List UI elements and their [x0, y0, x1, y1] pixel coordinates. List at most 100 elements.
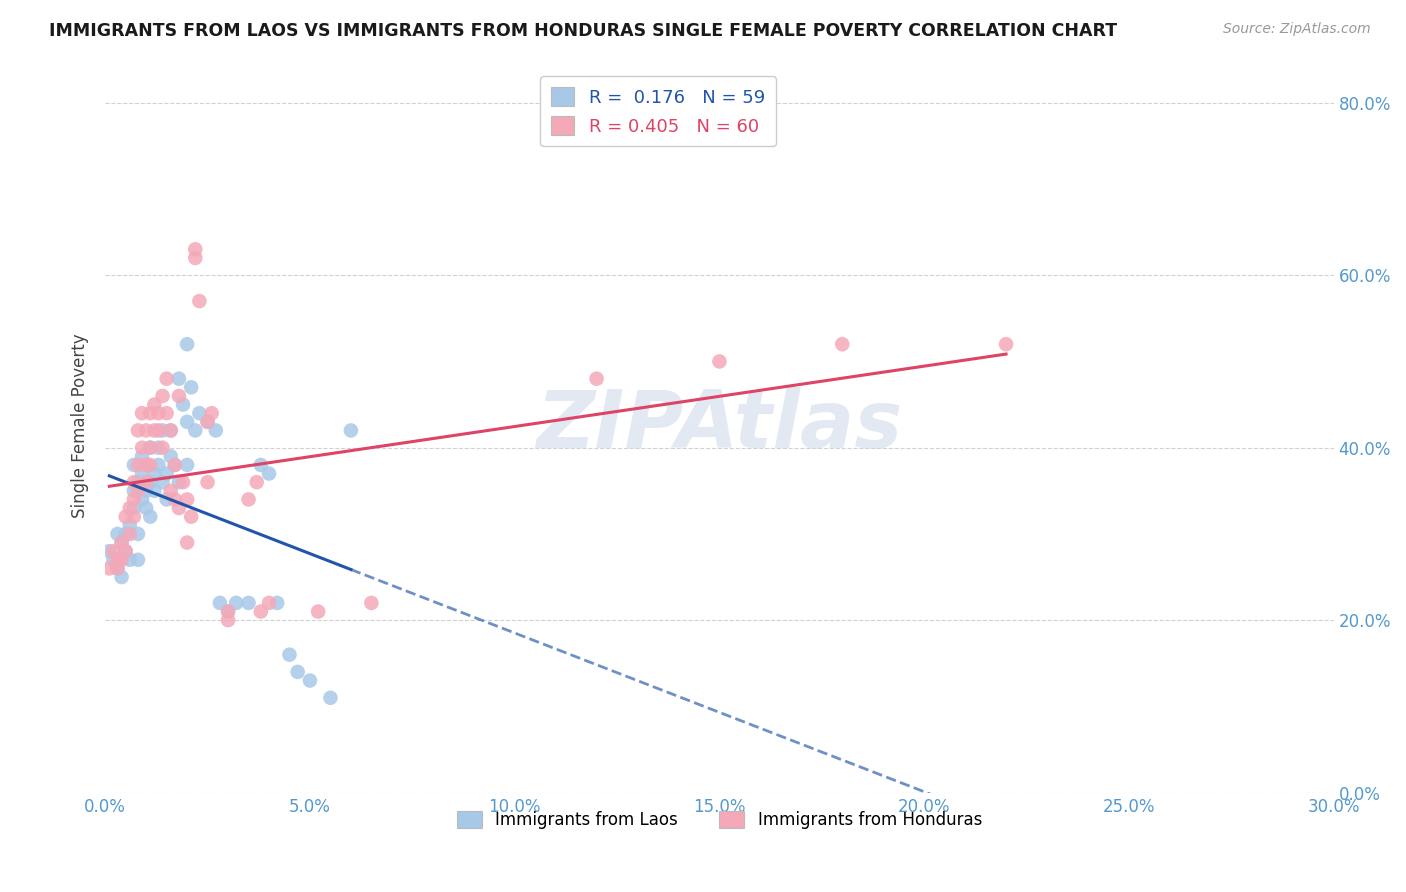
Point	[114, 509, 136, 524]
Point	[167, 372, 190, 386]
Point	[118, 553, 141, 567]
Point	[152, 389, 174, 403]
Point	[156, 467, 179, 481]
Point	[148, 406, 170, 420]
Point	[135, 458, 157, 472]
Point	[110, 535, 132, 549]
Point	[127, 458, 149, 472]
Point	[118, 518, 141, 533]
Point	[131, 492, 153, 507]
Point	[197, 475, 219, 490]
Point	[139, 509, 162, 524]
Point	[107, 561, 129, 575]
Point	[152, 441, 174, 455]
Point	[246, 475, 269, 490]
Point	[204, 424, 226, 438]
Point	[167, 475, 190, 490]
Point	[139, 441, 162, 455]
Point	[98, 561, 121, 575]
Point	[114, 527, 136, 541]
Point	[131, 467, 153, 481]
Point	[98, 544, 121, 558]
Point	[167, 389, 190, 403]
Point	[148, 424, 170, 438]
Y-axis label: Single Female Poverty: Single Female Poverty	[72, 334, 89, 518]
Point	[107, 553, 129, 567]
Point	[225, 596, 247, 610]
Point	[131, 406, 153, 420]
Legend: Immigrants from Laos, Immigrants from Honduras: Immigrants from Laos, Immigrants from Ho…	[450, 804, 988, 836]
Point	[176, 492, 198, 507]
Point	[188, 294, 211, 309]
Point	[122, 492, 145, 507]
Point	[201, 406, 224, 420]
Point	[176, 337, 198, 351]
Point	[360, 596, 382, 610]
Text: Source: ZipAtlas.com: Source: ZipAtlas.com	[1223, 22, 1371, 37]
Point	[307, 605, 329, 619]
Point	[156, 406, 179, 420]
Point	[217, 613, 239, 627]
Point	[143, 398, 166, 412]
Point	[995, 337, 1018, 351]
Point	[110, 553, 132, 567]
Point	[135, 501, 157, 516]
Point	[163, 458, 186, 472]
Point	[127, 553, 149, 567]
Point	[217, 605, 239, 619]
Point	[143, 483, 166, 498]
Point	[340, 424, 363, 438]
Point	[127, 483, 149, 498]
Point	[135, 483, 157, 498]
Point	[159, 424, 181, 438]
Point	[257, 596, 280, 610]
Point	[831, 337, 853, 351]
Point	[249, 605, 271, 619]
Point	[249, 458, 271, 472]
Point	[122, 501, 145, 516]
Point	[319, 690, 342, 705]
Point	[159, 450, 181, 464]
Point	[127, 527, 149, 541]
Point	[122, 483, 145, 498]
Point	[278, 648, 301, 662]
Point	[139, 458, 162, 472]
Point	[143, 467, 166, 481]
Point	[188, 406, 211, 420]
Point	[287, 665, 309, 679]
Point	[135, 424, 157, 438]
Point	[107, 527, 129, 541]
Text: ZIPAtlas: ZIPAtlas	[536, 387, 903, 465]
Point	[135, 475, 157, 490]
Point	[148, 458, 170, 472]
Point	[118, 527, 141, 541]
Point	[156, 372, 179, 386]
Point	[122, 509, 145, 524]
Point	[122, 475, 145, 490]
Point	[176, 458, 198, 472]
Point	[238, 596, 260, 610]
Point	[180, 380, 202, 394]
Point	[184, 251, 207, 265]
Point	[163, 492, 186, 507]
Point	[180, 509, 202, 524]
Point	[143, 424, 166, 438]
Point	[103, 553, 125, 567]
Point	[139, 475, 162, 490]
Point	[197, 415, 219, 429]
Point	[152, 475, 174, 490]
Point	[163, 458, 186, 472]
Point	[159, 424, 181, 438]
Point	[184, 424, 207, 438]
Point	[266, 596, 288, 610]
Point	[176, 415, 198, 429]
Point	[135, 458, 157, 472]
Point	[298, 673, 321, 688]
Point	[176, 535, 198, 549]
Point	[107, 561, 129, 575]
Point	[139, 406, 162, 420]
Point	[238, 492, 260, 507]
Point	[197, 415, 219, 429]
Point	[103, 544, 125, 558]
Point	[127, 424, 149, 438]
